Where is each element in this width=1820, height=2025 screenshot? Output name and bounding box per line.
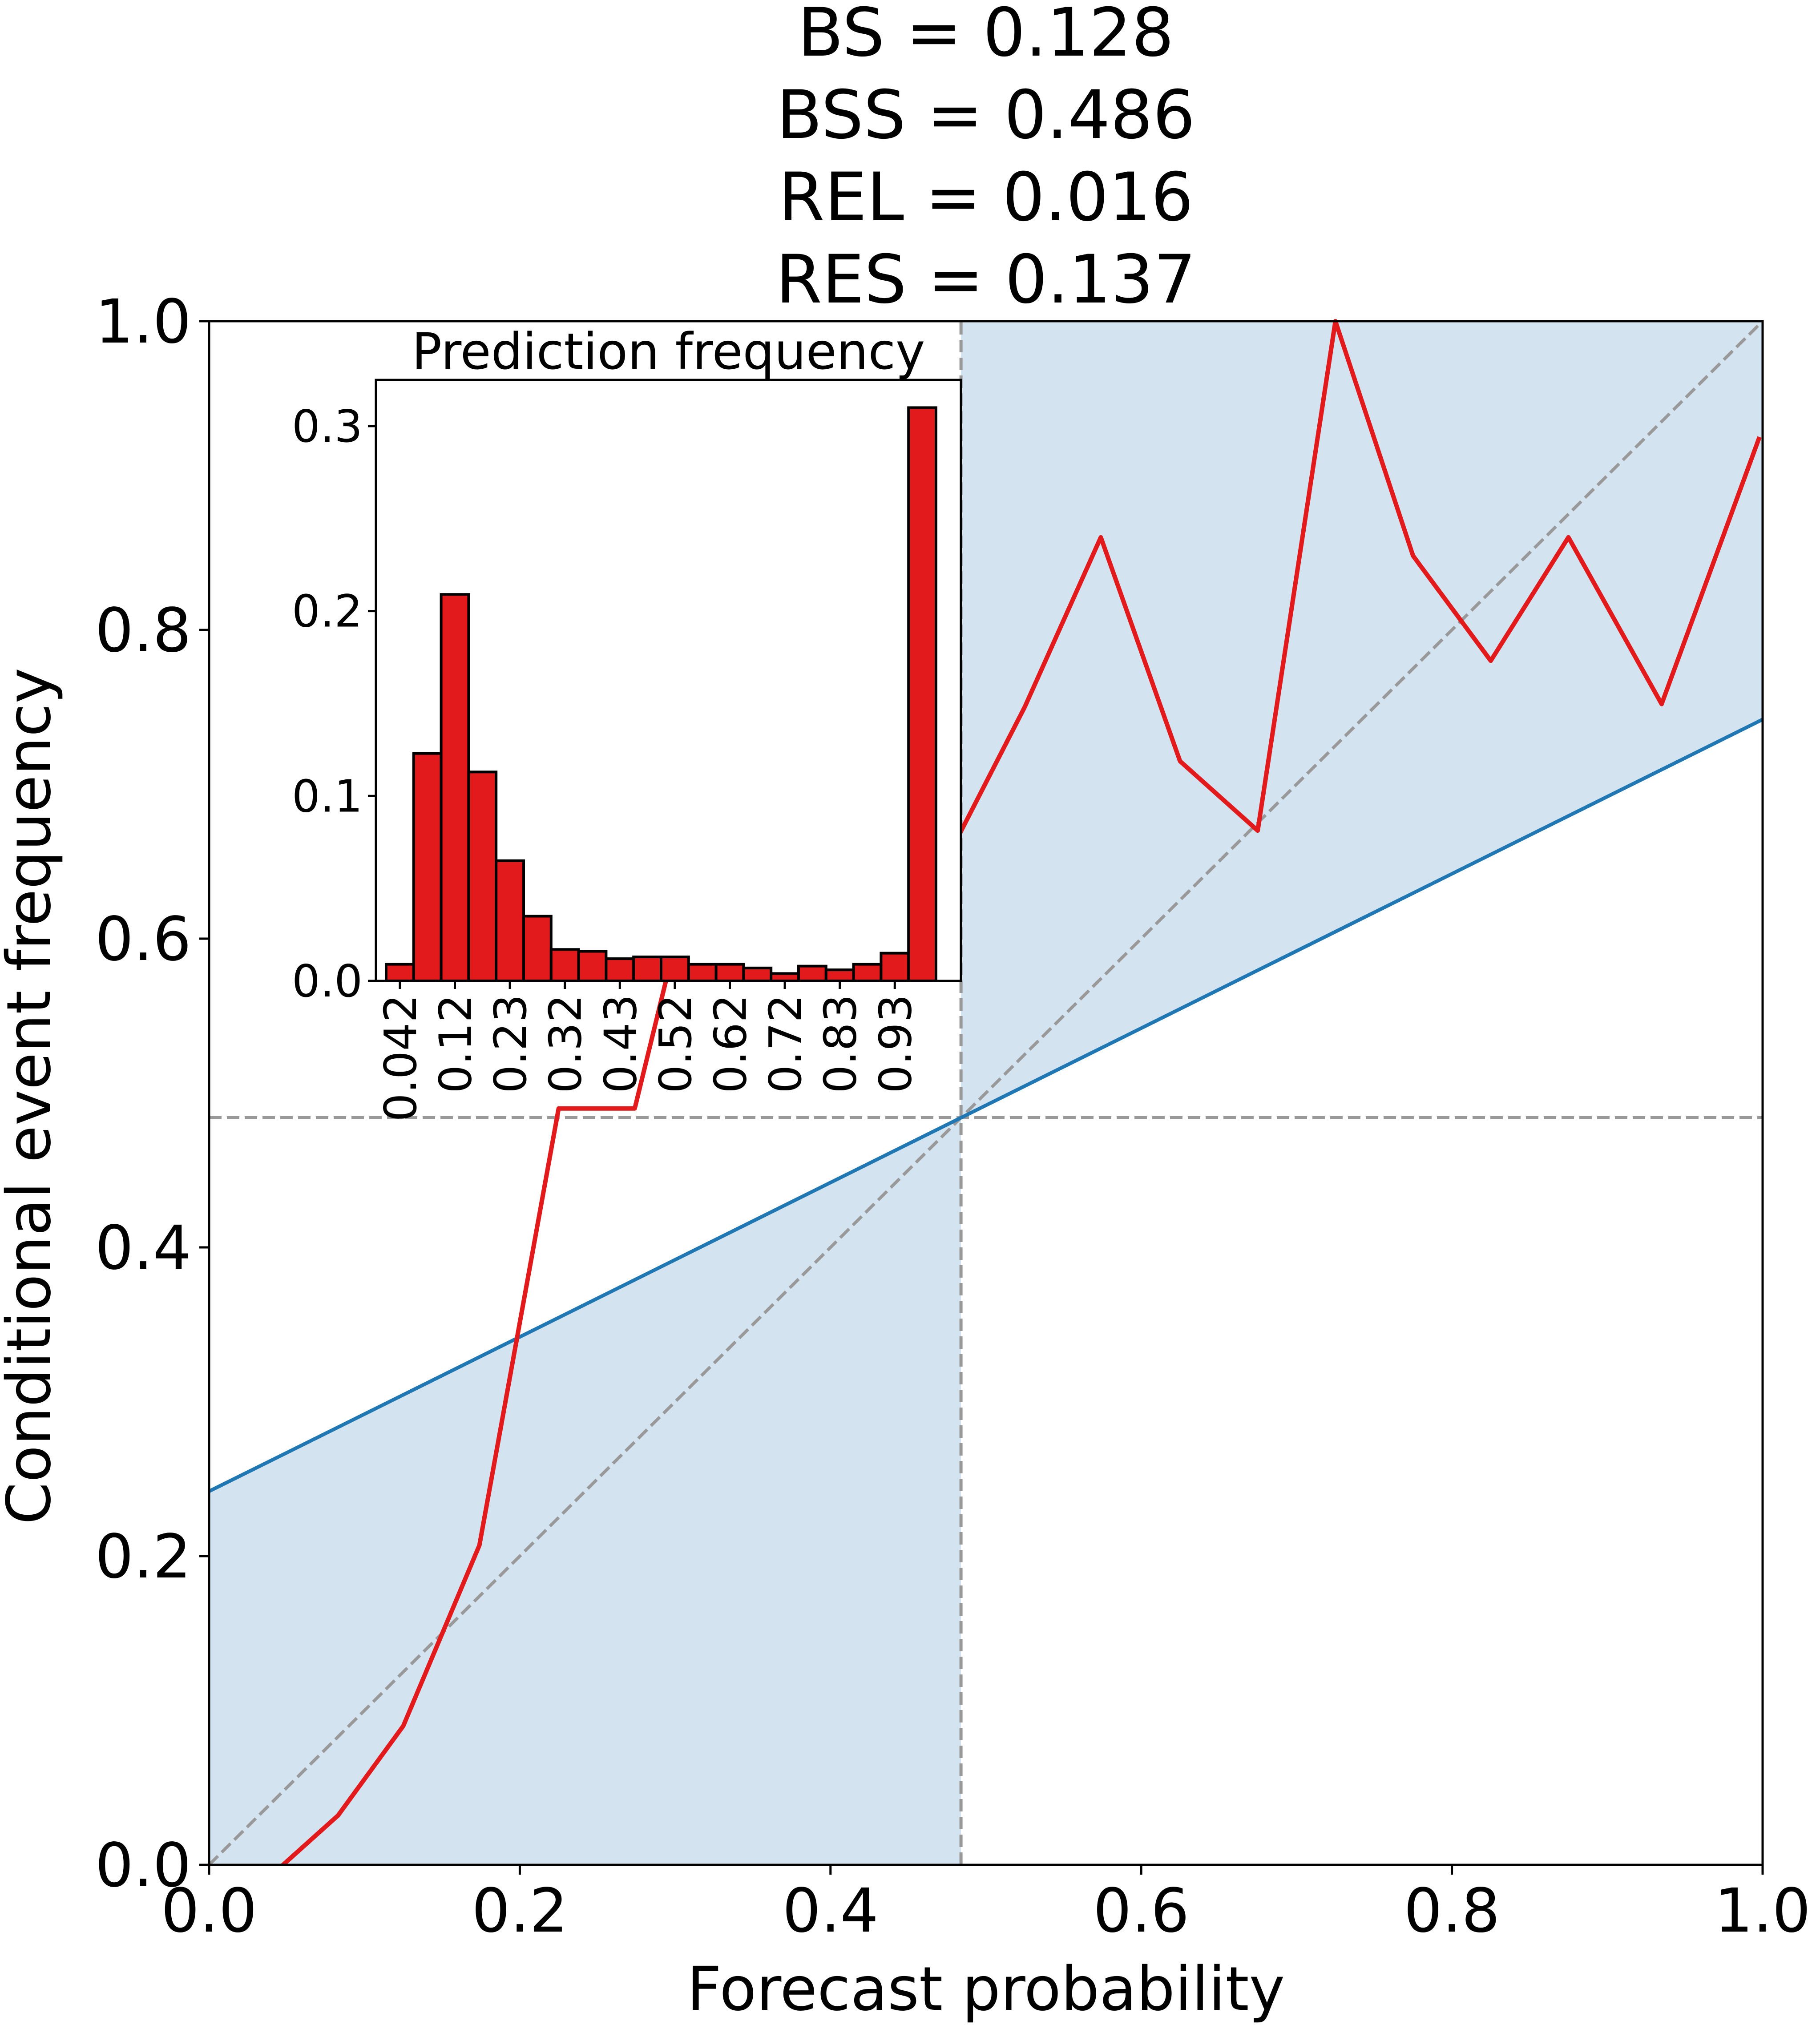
inset-bar-1: [412, 752, 443, 982]
inset-title: Prediction frequency: [412, 323, 925, 381]
inset-x-tick-label-0: 0.042: [375, 994, 427, 1121]
title-line-bss: BSS = 0.486: [776, 77, 1195, 154]
inset-bar-18: [880, 952, 910, 983]
inset-frame: [375, 379, 962, 982]
inset-bar-19: [907, 406, 937, 982]
inset-bar-15: [797, 964, 827, 982]
inset-bar-2: [440, 593, 470, 982]
inset-bar-11: [687, 963, 718, 983]
y-tick-label-3: 0.6: [95, 904, 191, 975]
x-tick-label-2: 0.4: [783, 1876, 879, 1946]
inset-bar-8: [605, 957, 635, 983]
x-tick-label-0: 0.0: [161, 1876, 257, 1946]
x-axis-label: Forecast probability: [687, 1954, 1285, 2025]
x-tick-label-5: 1.0: [1715, 1876, 1811, 1946]
inset-x-tick-label-6: 0.62: [705, 994, 757, 1093]
inset-bar-16: [824, 968, 855, 983]
inset-x-tick-label-9: 0.93: [869, 994, 921, 1093]
title-line-bs: BS = 0.128: [798, 0, 1174, 72]
inset-x-tick-label-7: 0.72: [759, 994, 811, 1093]
reliability-curve: [279, 319, 1762, 1865]
y-tick-label-0: 0.0: [95, 1831, 191, 1901]
inset-x-tick-label-1: 0.12: [430, 994, 482, 1093]
inset-x-tick-label-8: 0.83: [815, 994, 867, 1093]
inset-bar-6: [549, 948, 580, 983]
title-line-rel: REL = 0.016: [778, 159, 1193, 236]
inset-bar-3: [467, 770, 498, 983]
inset-bar-7: [577, 950, 608, 982]
inset-y-tick-label-3: 0.3: [292, 400, 363, 452]
y-tick-label-1: 0.2: [95, 1522, 191, 1592]
main-axes-ticks: 0.0 0.2 0.4 0.6 0.8 1.0 0.0 0.2 0.4 0.6 0.8 1.0: [95, 287, 1811, 1946]
inset-histogram: Prediction frequency 0.0 0.1 0.2 0.3 0.042 0.1…: [292, 323, 962, 1121]
inset-bar-5: [522, 915, 553, 982]
x-tick-label-3: 0.6: [1093, 1876, 1189, 1946]
title-line-res: RES = 0.137: [776, 241, 1196, 319]
no-skill-line: [208, 718, 1764, 1493]
inset-y-tick-label-0: 0.0: [292, 955, 363, 1007]
plot-frame: [208, 320, 1764, 1866]
inset-x-tick-label-2: 0.23: [484, 994, 537, 1093]
inset-x-tick-label-3: 0.32: [540, 994, 592, 1093]
inset-bar-13: [742, 966, 773, 982]
y-tick-label-4: 0.8: [95, 596, 191, 666]
inset-bar-12: [714, 963, 745, 983]
inset-x-tick-label-5: 0.52: [650, 994, 702, 1093]
inset-y-tick-label-2: 0.2: [292, 585, 363, 637]
main-axes-frame: [208, 320, 1764, 1866]
x-tick-label-4: 0.8: [1404, 1876, 1500, 1946]
x-tick-label-1: 0.2: [472, 1876, 568, 1946]
y-axis-label: Conditional event frequency: [0, 668, 65, 1525]
perfect-reliability-diagonal: [208, 320, 1764, 1866]
inset-bar-4: [495, 859, 525, 983]
y-tick-label-2: 0.4: [95, 1213, 191, 1283]
inset-bar-9: [632, 956, 662, 982]
y-tick-label-5: 1.0: [95, 287, 191, 357]
inset-bar-17: [852, 963, 883, 983]
inset-x-tick-label-4: 0.43: [594, 994, 646, 1093]
inset-bar-0: [385, 963, 415, 983]
inset-y-tick-label-1: 0.1: [292, 770, 363, 822]
reliability-layer: [279, 319, 1762, 1865]
inset-bar-10: [660, 956, 690, 982]
